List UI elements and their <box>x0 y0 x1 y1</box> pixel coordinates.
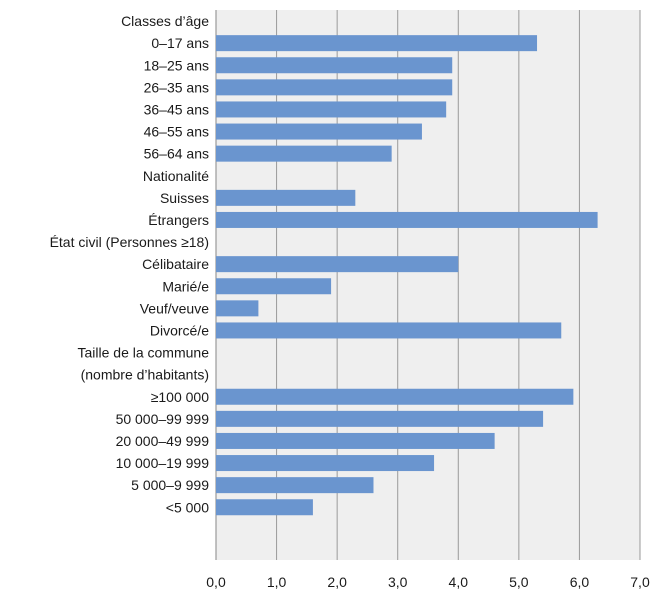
bar <box>216 410 544 427</box>
group-title: État civil (Personnes ≥18) <box>50 234 209 250</box>
bar <box>216 101 447 118</box>
bar <box>216 211 598 228</box>
category-label: Étrangers <box>148 212 209 228</box>
category-label: Veuf/veuve <box>140 300 209 316</box>
category-label: Suisses <box>160 190 209 206</box>
bar <box>216 57 453 74</box>
bar <box>216 256 459 273</box>
category-label: 56–64 ans <box>144 146 209 162</box>
bar <box>216 322 562 339</box>
category-label: ≥100 000 <box>151 389 210 405</box>
bar <box>216 388 574 405</box>
x-tick-label: 3,0 <box>388 574 408 590</box>
x-tick-label: 0,0 <box>206 574 226 590</box>
x-tick-label: 2,0 <box>327 574 347 590</box>
group-title: Nationalité <box>143 168 209 184</box>
category-label: 50 000–99 999 <box>116 411 210 427</box>
bar <box>216 123 422 140</box>
bar <box>216 300 259 317</box>
category-label: 36–45 ans <box>144 101 209 117</box>
bar <box>216 477 374 494</box>
category-label: 0–17 ans <box>151 35 209 51</box>
x-tick-label: 7,0 <box>630 574 650 590</box>
bar <box>216 432 495 449</box>
category-label: 26–35 ans <box>144 79 209 95</box>
category-label: 46–55 ans <box>144 124 209 140</box>
category-label: Marié/e <box>162 278 209 294</box>
category-label: Divorcé/e <box>150 322 209 338</box>
category-label: Célibataire <box>142 256 209 272</box>
category-label: 18–25 ans <box>144 57 209 73</box>
bar <box>216 79 453 96</box>
bar <box>216 455 435 472</box>
category-label: 5 000–9 999 <box>131 477 209 493</box>
category-label: 10 000–19 999 <box>116 455 210 471</box>
group-title: Taille de la commune <box>77 345 209 361</box>
group-title: (nombre d’habitants) <box>81 367 209 383</box>
category-label: <5 000 <box>166 499 209 515</box>
bar <box>216 145 392 162</box>
bar <box>216 35 538 52</box>
bar <box>216 189 356 206</box>
bar <box>216 278 332 295</box>
category-label: 20 000–49 999 <box>116 433 210 449</box>
x-tick-label: 4,0 <box>449 574 469 590</box>
x-tick-label: 1,0 <box>267 574 287 590</box>
group-title: Classes d’âge <box>121 13 209 29</box>
x-tick-label: 6,0 <box>570 574 590 590</box>
x-tick-label: 5,0 <box>509 574 529 590</box>
bar <box>216 499 313 516</box>
